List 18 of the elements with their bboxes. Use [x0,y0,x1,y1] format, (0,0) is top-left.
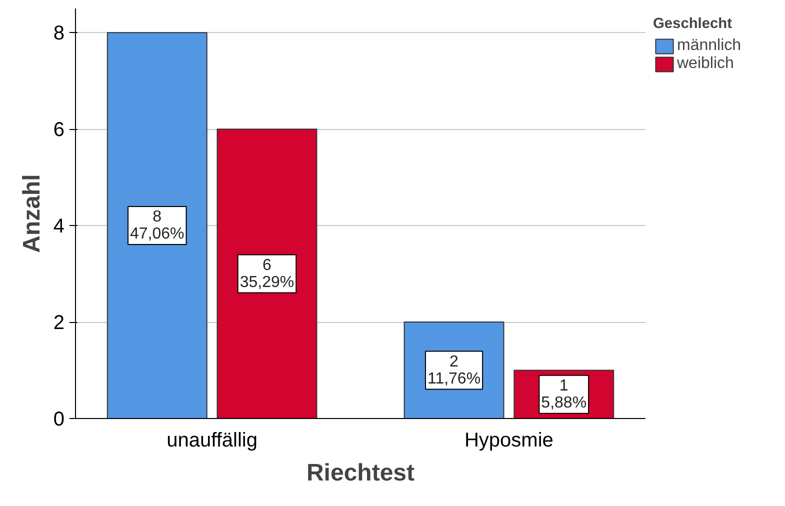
y-tick-label: 2 [53,312,64,334]
bar [216,128,318,418]
y-tick-label: 0 [53,408,64,430]
data-label: 2 11,76% [427,353,481,388]
legend-label: weiblich [677,55,734,73]
bar [106,32,208,418]
data-label: 8 47,06% [130,208,184,243]
y-tick-label: 6 [53,119,64,142]
y-tick-label: 8 [53,22,64,45]
x-tick-label: unauffällig [166,430,258,452]
y-axis-title: Anzahl [18,174,46,253]
y-tick-label: 4 [53,216,64,238]
legend-title: Geschlecht [653,16,734,32]
legend-label: männlich [677,37,742,55]
x-axis-title: Riechtest [306,460,415,486]
data-label: 6 35,29% [240,256,294,291]
data-label: 1 5,88% [541,377,587,412]
x-tick-label: Hyposmie [464,430,554,452]
